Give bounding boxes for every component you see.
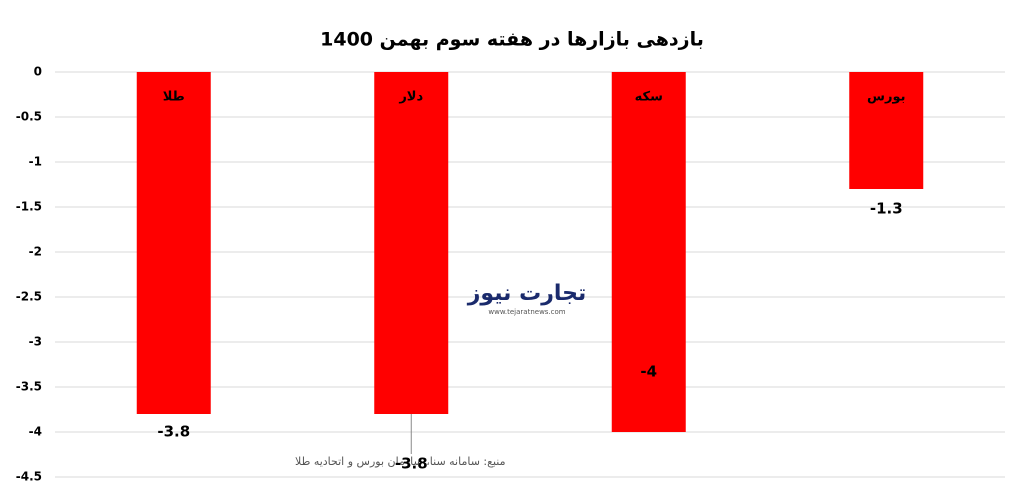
bar [374,72,449,414]
category-label: دلار [398,90,423,105]
y-tick-label: -1 [29,155,42,169]
bar [849,72,924,189]
y-tick-label: 0 [34,65,42,79]
value-label: -4 [640,363,657,381]
y-tick-label: -4 [29,425,42,439]
chart-title: بازدهی بازارها در هفته سوم بهمن 1400 [320,29,704,51]
value-label: -3.8 [395,455,428,473]
y-tick-label: -2 [29,245,42,259]
source-note: منبع: سامانه سنا، سازمان بورس و اتحادیه … [295,455,506,468]
watermark-url: www.tejaratnews.com [488,308,565,316]
y-tick-label: -0.5 [16,110,42,124]
y-tick-label: -3 [29,335,42,349]
bar [611,72,686,432]
value-label: -3.8 [157,423,190,441]
y-tick-label: -2.5 [16,290,42,304]
category-label: طلا [163,90,185,105]
value-label: -1.3 [870,200,903,218]
y-tick-label: -4.5 [16,470,42,484]
watermark-name: تجارت نیوز [467,281,587,306]
y-tick-label: -3.5 [16,380,42,394]
category-label: بورس [867,90,905,105]
bar [136,72,211,414]
category-label: سکه [635,90,663,105]
y-tick-label: -1.5 [16,200,42,214]
